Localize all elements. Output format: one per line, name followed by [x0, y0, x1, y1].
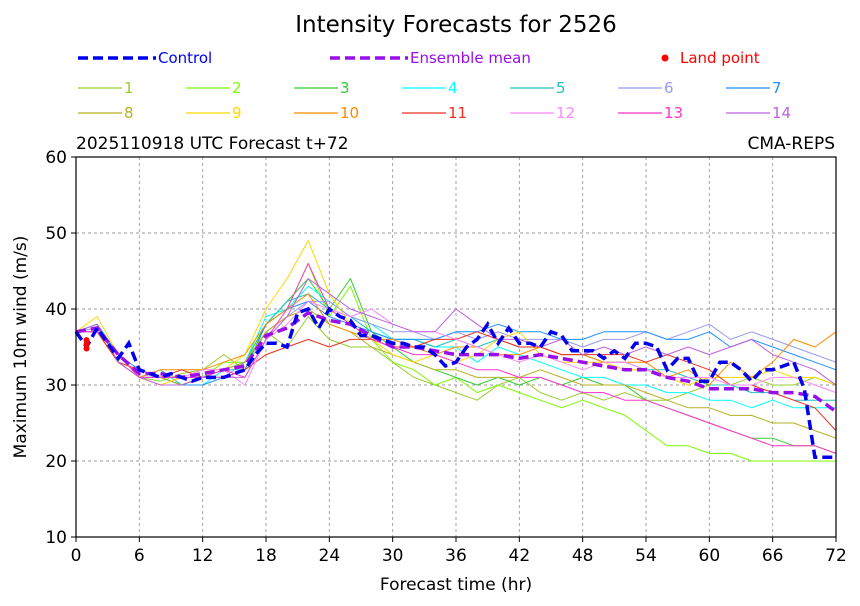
legend-member-label: 6 — [664, 79, 674, 97]
legend-member-label: 12 — [556, 104, 575, 122]
x-tick-label: 36 — [445, 546, 467, 566]
legend-member-label: 8 — [124, 104, 134, 122]
legend-member-label: 10 — [340, 104, 359, 122]
series-group — [74, 240, 838, 462]
x-tick-label: 66 — [762, 546, 784, 566]
legend-member-label: 1 — [124, 79, 134, 97]
x-tick-label: 30 — [382, 546, 404, 566]
control-line — [74, 306, 836, 459]
x-tick-label: 54 — [635, 546, 657, 566]
x-tick-label: 42 — [509, 546, 531, 566]
legend-member-label: 11 — [448, 104, 467, 122]
x-tick-label: 72 — [825, 546, 847, 566]
land-point — [83, 345, 90, 352]
y-tick-label: 10 — [45, 528, 67, 548]
legend-member-label: 13 — [664, 104, 683, 122]
legend-land-label: Land point — [680, 49, 760, 67]
legend-control-label: Control — [158, 49, 212, 67]
x-tick-label: 60 — [699, 546, 721, 566]
legend-member-label: 9 — [232, 104, 242, 122]
x-tick-label: 12 — [192, 546, 214, 566]
axes: 0 6 12 18 24 30 36 42 48 54 60 66 72 10 20 30 40 50 60 — [45, 148, 846, 566]
legend-member-label: 2 — [232, 79, 242, 97]
legend-member-label: 4 — [448, 79, 458, 97]
x-axis-label: Forecast time (hr) — [380, 575, 532, 595]
ensemble-mean-line — [75, 310, 838, 414]
y-tick-label: 20 — [45, 452, 67, 472]
legend-member-label: 5 — [556, 79, 566, 97]
x-tick-label: 6 — [134, 546, 145, 566]
legend-member-label: 7 — [772, 79, 782, 97]
chart-title: Intensity Forecasts for 2526 — [295, 12, 617, 38]
member-line-7 — [75, 300, 837, 386]
land-point — [83, 337, 90, 344]
x-tick-label: 48 — [572, 546, 594, 566]
x-tick-label: 0 — [71, 546, 82, 566]
y-tick-label: 60 — [45, 148, 67, 168]
x-tick-label: 18 — [255, 546, 277, 566]
legend-mean-label: Ensemble mean — [410, 49, 531, 67]
y-axis-label: Maximum 10m wind (m/s) — [11, 236, 31, 459]
member-line-12 — [76, 300, 837, 394]
member-legend: 1 2 3 4 5 6 78 9 10 11 12 13 14 — [78, 79, 791, 122]
forecast-info: 2025110918 UTC Forecast t+72 — [76, 134, 349, 154]
y-tick-label: 50 — [45, 224, 67, 244]
y-tick-label: 30 — [45, 376, 67, 396]
model-name: CMA-REPS — [747, 134, 835, 154]
legend-member-label: 14 — [772, 104, 791, 122]
legend-land-marker — [661, 54, 669, 62]
x-tick-label: 24 — [319, 546, 341, 566]
legend-member-label: 3 — [340, 79, 350, 97]
y-tick-label: 40 — [45, 300, 67, 320]
member-line-14 — [75, 278, 837, 386]
